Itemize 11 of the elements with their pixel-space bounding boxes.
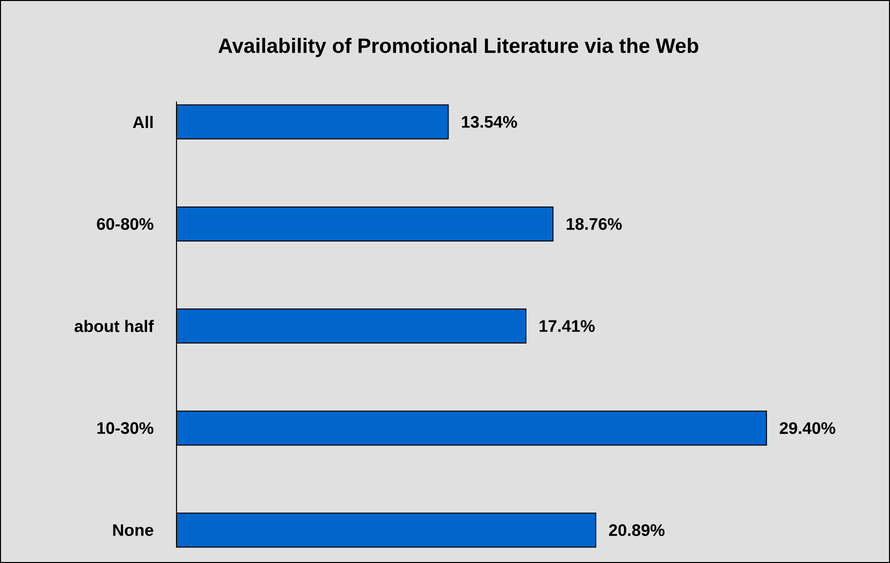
y-tick-label: 60-80% — [96, 218, 154, 230]
data-label: 17.41% — [540, 320, 595, 332]
data-label: 20.89% — [609, 524, 665, 536]
y-tick-label: about half — [74, 320, 154, 332]
chart-title: Availability of Promotional Literature via the Web — [218, 38, 698, 58]
data-label: 13.54% — [462, 116, 518, 128]
data-label: 18.76% — [566, 218, 622, 230]
y-tick-label: 10-30% — [97, 422, 154, 434]
data-label: 29.40% — [780, 422, 836, 434]
y-tick-label: None — [113, 524, 154, 536]
y-tick-label: All — [132, 116, 153, 128]
